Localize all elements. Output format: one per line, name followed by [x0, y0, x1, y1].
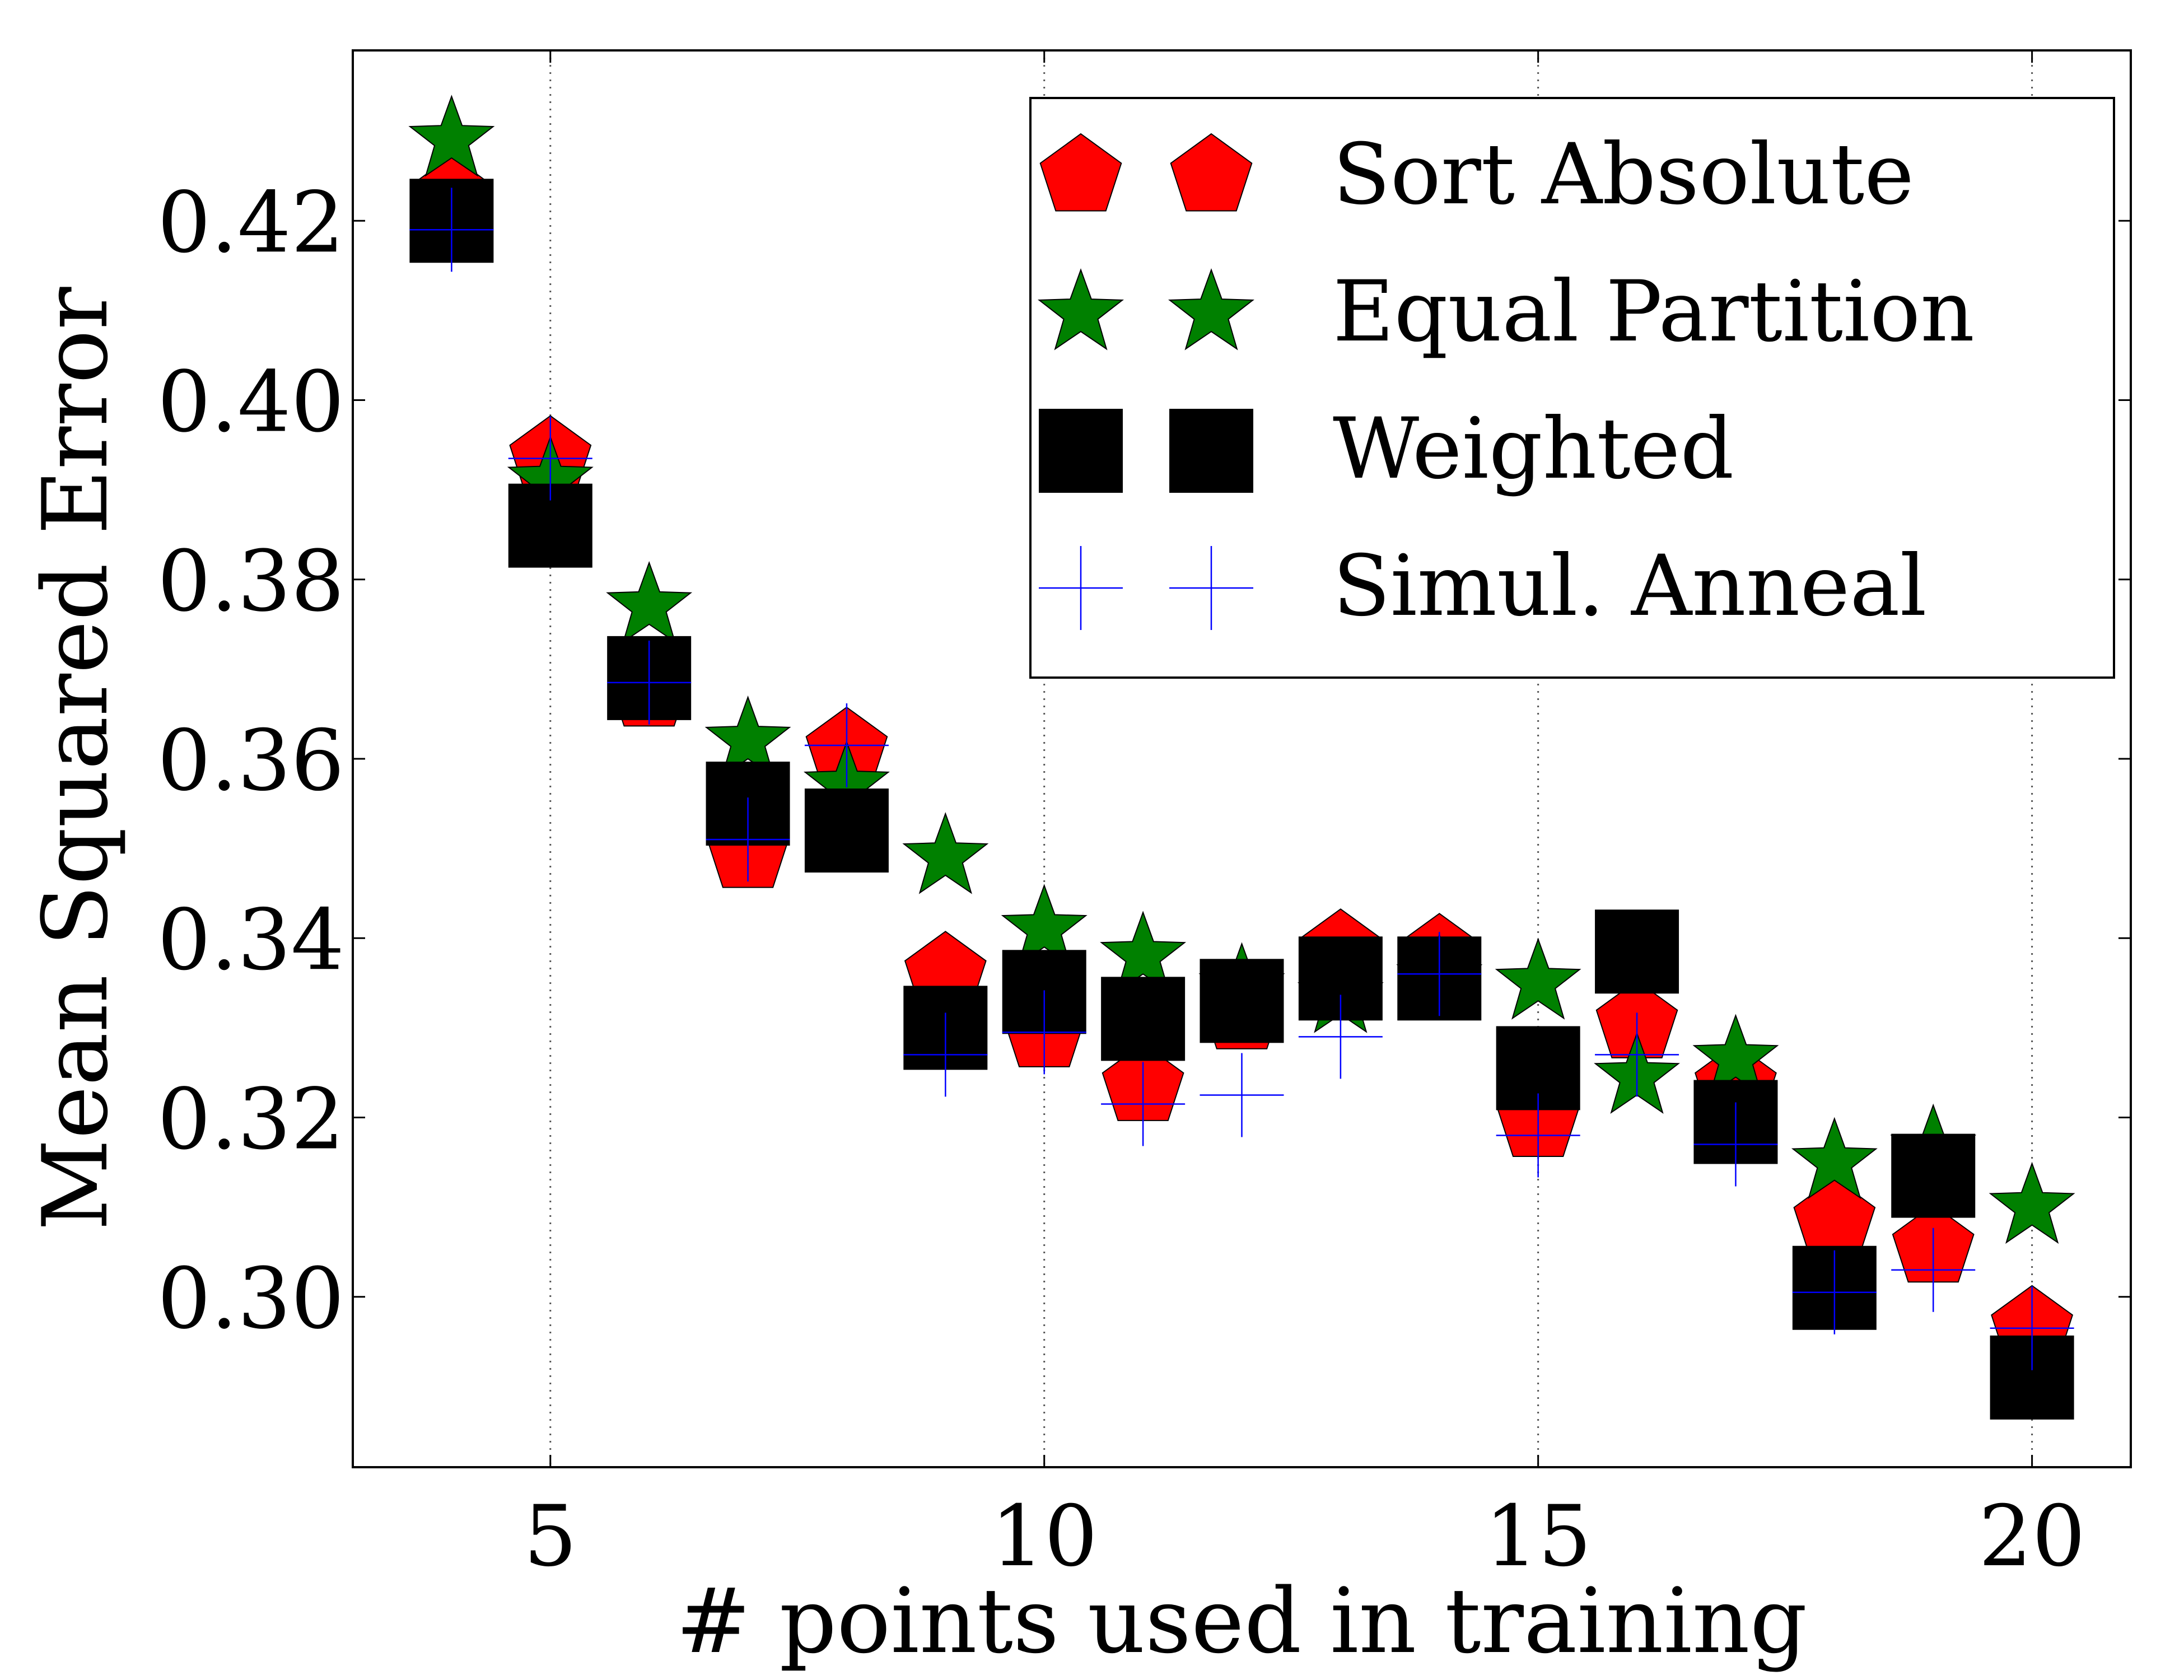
- legend-label-simul-anneal: Simul. Anneal: [1333, 538, 1927, 635]
- point-weighted: [804, 788, 889, 873]
- x-tick-label: 5: [524, 1488, 577, 1585]
- plot-frame: [352, 49, 2132, 1468]
- point-simul-anneal: [1990, 1286, 2074, 1370]
- point-equal-partition: [1100, 911, 1187, 993]
- legend-marker-sort-absolute: [1170, 133, 1253, 212]
- point-simul-anneal: [903, 1012, 988, 1097]
- point-weighted: [1200, 959, 1284, 1043]
- legend-marker-weighted: [1039, 409, 1123, 493]
- x-tick-label: 15: [1485, 1488, 1592, 1585]
- legend-label-sort-absolute: Sort Absolute: [1333, 126, 1914, 223]
- point-equal-partition: [1989, 1161, 2075, 1244]
- legend-marker-weighted: [1169, 409, 1253, 493]
- y-tick-label: 0.32: [157, 1071, 344, 1169]
- point-simul-anneal: [508, 416, 592, 501]
- point-simul-anneal: [1496, 1093, 1580, 1178]
- grid-lines: [549, 50, 2033, 1467]
- point-weighted: [1891, 1133, 1976, 1218]
- point-simul-anneal: [1101, 1062, 1186, 1146]
- point-simul-anneal: [1002, 990, 1086, 1075]
- data-markers: [408, 95, 2075, 1420]
- series-simul-anneal: [409, 188, 2074, 1370]
- axis-ticks: [353, 50, 2131, 1467]
- legend-markers: [1037, 133, 1255, 630]
- point-simul-anneal: [1693, 1102, 1778, 1187]
- legend-label-weighted: Weighted: [1333, 400, 1734, 498]
- point-weighted: [508, 483, 592, 568]
- legend-marker-simul-anneal: [1039, 546, 1123, 630]
- legend-label-equal-partition: Equal Partition: [1333, 263, 1975, 361]
- point-simul-anneal: [409, 188, 494, 272]
- legend-marker-sort-absolute: [1039, 133, 1122, 212]
- y-axis-label: Mean Squared Error: [23, 287, 128, 1231]
- point-equal-partition: [1692, 1014, 1779, 1096]
- point-simul-anneal: [1792, 1250, 1877, 1334]
- point-equal-partition: [902, 812, 989, 894]
- y-tick-label: 0.34: [157, 892, 344, 989]
- legend: Sort Absolute Equal Partition Weighted S…: [1029, 97, 2115, 679]
- point-simul-anneal: [1397, 932, 1482, 1016]
- point-simul-anneal: [1298, 995, 1383, 1079]
- legend-marker-simul-anneal: [1169, 546, 1253, 630]
- point-simul-anneal: [1891, 1228, 1976, 1312]
- series-weighted: [409, 179, 2074, 1420]
- y-tick-label: 0.42: [157, 174, 344, 272]
- point-simul-anneal: [607, 640, 692, 725]
- legend-marker-equal-partition: [1037, 268, 1124, 351]
- tick-labels: 5 10 15 20 0.30 0.32 0.34 0.36 0.38 0.40 0.42: [157, 174, 2085, 1585]
- point-equal-partition: [1001, 884, 1088, 966]
- point-weighted: [1595, 909, 1679, 994]
- point-equal-partition: [704, 696, 791, 778]
- point-equal-partition: [606, 561, 693, 643]
- y-tick-label: 0.30: [157, 1250, 344, 1348]
- x-tick-label: 10: [991, 1488, 1098, 1585]
- point-equal-partition: [408, 95, 495, 177]
- point-simul-anneal: [1595, 1012, 1679, 1097]
- point-simul-anneal: [1200, 1053, 1284, 1137]
- y-tick-label: 0.40: [157, 353, 344, 451]
- legend-marker-equal-partition: [1168, 268, 1255, 351]
- point-equal-partition: [1495, 937, 1581, 1020]
- x-tick-label: 20: [1978, 1488, 2085, 1585]
- point-equal-partition: [1791, 1117, 1878, 1200]
- y-tick-label: 0.38: [157, 533, 344, 631]
- point-simul-anneal: [804, 703, 889, 787]
- point-weighted: [1101, 977, 1186, 1061]
- point-simul-anneal: [706, 797, 790, 882]
- y-tick-label: 0.36: [157, 712, 344, 810]
- x-axis-label: # points used in training: [676, 1569, 1807, 1673]
